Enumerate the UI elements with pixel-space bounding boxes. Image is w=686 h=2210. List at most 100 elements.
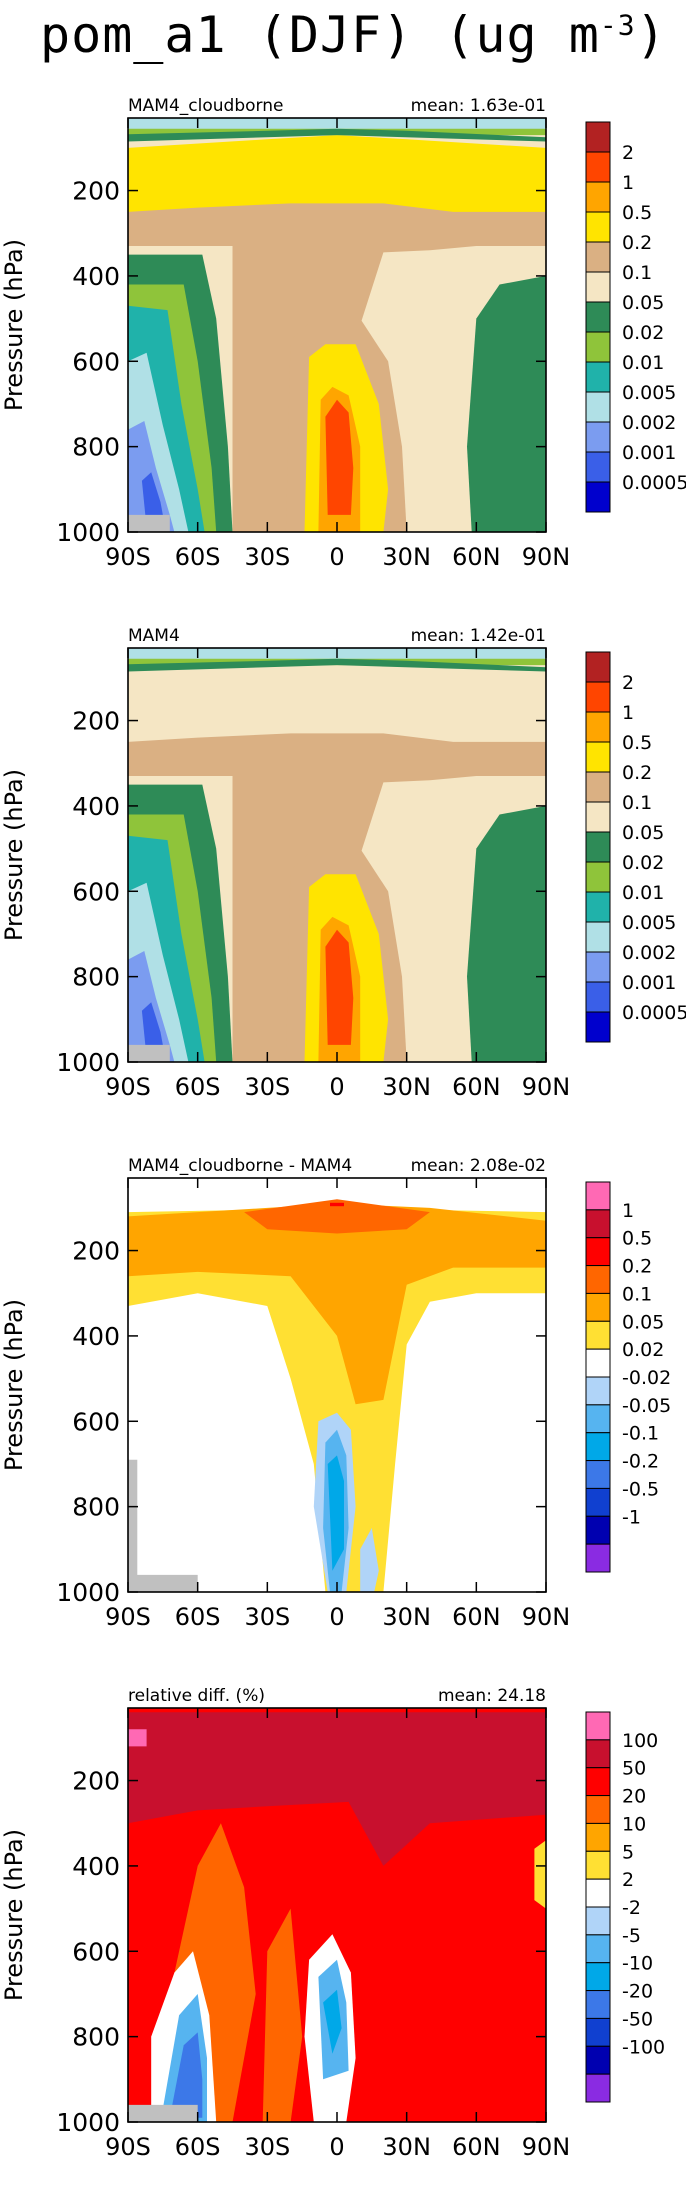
x-tick-label: 30S	[244, 543, 290, 571]
colorbar-label: 0.02	[622, 852, 664, 874]
colorbar-label: 0.01	[622, 882, 664, 904]
colorbar-swatch	[585, 301, 611, 333]
page-title: pom_a1 (DJF) (ug m-3)	[0, 6, 686, 64]
colorbar-label: 1	[622, 1200, 634, 1222]
colorbar-swatch	[585, 2045, 611, 2075]
y-tick-label: 1000	[56, 518, 120, 547]
x-tick-label: 90S	[105, 543, 151, 571]
region-nh-2	[534, 1840, 546, 1909]
y-tick-label: 200	[72, 1767, 120, 1796]
colorbar-label: 0.005	[622, 912, 676, 934]
colorbar-swatch	[585, 1432, 611, 1462]
colorbar-label: -100	[622, 2036, 665, 2058]
colorbar-label: 0.1	[622, 792, 652, 814]
x-tick-label: 60N	[452, 543, 501, 571]
plot-area	[128, 1708, 546, 2122]
x-tick-label: 90S	[105, 1073, 151, 1101]
colorbar-swatch	[585, 181, 611, 213]
y-tick-label: 400	[72, 1322, 120, 1351]
title-tail: )	[635, 6, 667, 64]
region-level-0.1	[244, 1199, 430, 1234]
colorbar-swatch	[585, 1962, 611, 1992]
colorbar-swatch	[585, 951, 611, 983]
title-exponent: -3	[599, 8, 636, 42]
region-level-10b	[262, 1908, 303, 2122]
panel-label: relative diff. (%)	[128, 1686, 265, 1706]
colorbar-label: 1	[622, 702, 634, 724]
y-axis-label: Pressure (hPa)	[0, 769, 28, 941]
panel-label: MAM4	[128, 626, 180, 646]
colorbar-swatch	[585, 361, 611, 393]
panel-mean: mean: 1.63e-01	[411, 96, 546, 116]
x-tick-label: 60N	[452, 2133, 501, 2161]
colorbar-label: 0.001	[622, 972, 676, 994]
colorbar-label: 0.05	[622, 822, 664, 844]
y-tick-label: 400	[72, 262, 120, 291]
colorbar-label: 20	[622, 1786, 646, 1808]
y-tick-label: 800	[72, 2023, 120, 2052]
colorbar-label: -50	[622, 2008, 653, 2030]
colorbar-swatch	[585, 1404, 611, 1434]
region-upper-band	[128, 135, 546, 212]
colorbar-label: 100	[622, 1730, 658, 1752]
title-text: pom_a1 (DJF) (ug m	[40, 6, 600, 64]
colorbar-swatch	[585, 681, 611, 713]
x-tick-label: 30N	[382, 2133, 431, 2161]
colorbar-swatch	[585, 1795, 611, 1824]
colorbar-swatch	[585, 1990, 611, 2019]
colorbar-swatch	[585, 121, 611, 153]
panel-mean: mean: 1.42e-01	[411, 626, 546, 646]
y-tick-label: 1000	[56, 1578, 120, 1607]
region-sh-0.0005	[141, 1002, 166, 1058]
panel-mean: mean: 24.18	[438, 1686, 546, 1706]
x-tick-label: 0	[329, 1603, 344, 1631]
x-tick-label: 0	[329, 2133, 344, 2161]
region-eq-1	[325, 399, 354, 515]
colorbar-swatch	[585, 1878, 611, 1908]
colorbar-label: -0.2	[622, 1451, 659, 1473]
region-eq-neg20	[323, 1989, 342, 2054]
chart-panel-3: MAM4_cloudborne - MAM4 mean: 2.08e-02 200 4…	[0, 1156, 671, 1631]
colorbar-swatch	[585, 891, 611, 923]
colorbar-label: 0.5	[622, 202, 652, 224]
colorbar-label: 0.1	[622, 1283, 652, 1305]
colorbar-label: 0.005	[622, 382, 676, 404]
region-level-0.2	[330, 1202, 344, 1207]
region-neg-small	[360, 1528, 379, 1592]
region-upper-band	[128, 665, 546, 742]
colorbar-label: 10	[622, 1813, 646, 1835]
y-tick-label: 800	[72, 1493, 120, 1522]
colorbar-swatch	[585, 1237, 611, 1267]
colorbar-swatch	[585, 331, 611, 363]
y-axis-label: Pressure (hPa)	[0, 1299, 28, 1471]
colorbar-label: 50	[622, 1758, 646, 1780]
colorbar-label: 0.002	[622, 942, 676, 964]
x-tick-label: 30S	[244, 1603, 290, 1631]
region-missing	[128, 2104, 198, 2122]
y-tick-label: 600	[72, 877, 120, 906]
colorbar-swatch	[585, 1934, 611, 1964]
colorbar-label: 1	[622, 172, 634, 194]
colorbar-label: 0.0005	[622, 472, 686, 494]
colorbar-swatch	[585, 1487, 611, 1517]
region-nh-0.02	[467, 805, 546, 1062]
x-tick-label: 30S	[244, 1073, 290, 1101]
colorbar-swatch	[585, 2073, 611, 2103]
x-tick-label: 90N	[522, 2133, 571, 2161]
x-tick-label: 60N	[452, 1603, 501, 1631]
colorbar-swatch	[585, 451, 611, 483]
chart-panel-1: MAM4_cloudborne mean: 1.63e-01 200 400 600 80…	[0, 96, 686, 571]
region-neg-0.1	[327, 1455, 344, 1571]
colorbar-label: -1	[622, 1506, 641, 1528]
colorbar-swatch	[585, 741, 611, 773]
colorbar-swatch	[585, 1209, 611, 1239]
colorbar-label: 0.001	[622, 442, 676, 464]
colorbar-label: 0.2	[622, 762, 652, 784]
colorbar-label: 0.2	[622, 232, 652, 254]
colorbar-swatch	[585, 1376, 611, 1406]
colorbar-label: -0.1	[622, 1423, 659, 1445]
colorbar-label: 2	[622, 1869, 634, 1891]
x-tick-label: 60N	[452, 1073, 501, 1101]
colorbar-swatch	[585, 1181, 611, 1211]
colorbar-label: 0.0005	[622, 1002, 686, 1024]
